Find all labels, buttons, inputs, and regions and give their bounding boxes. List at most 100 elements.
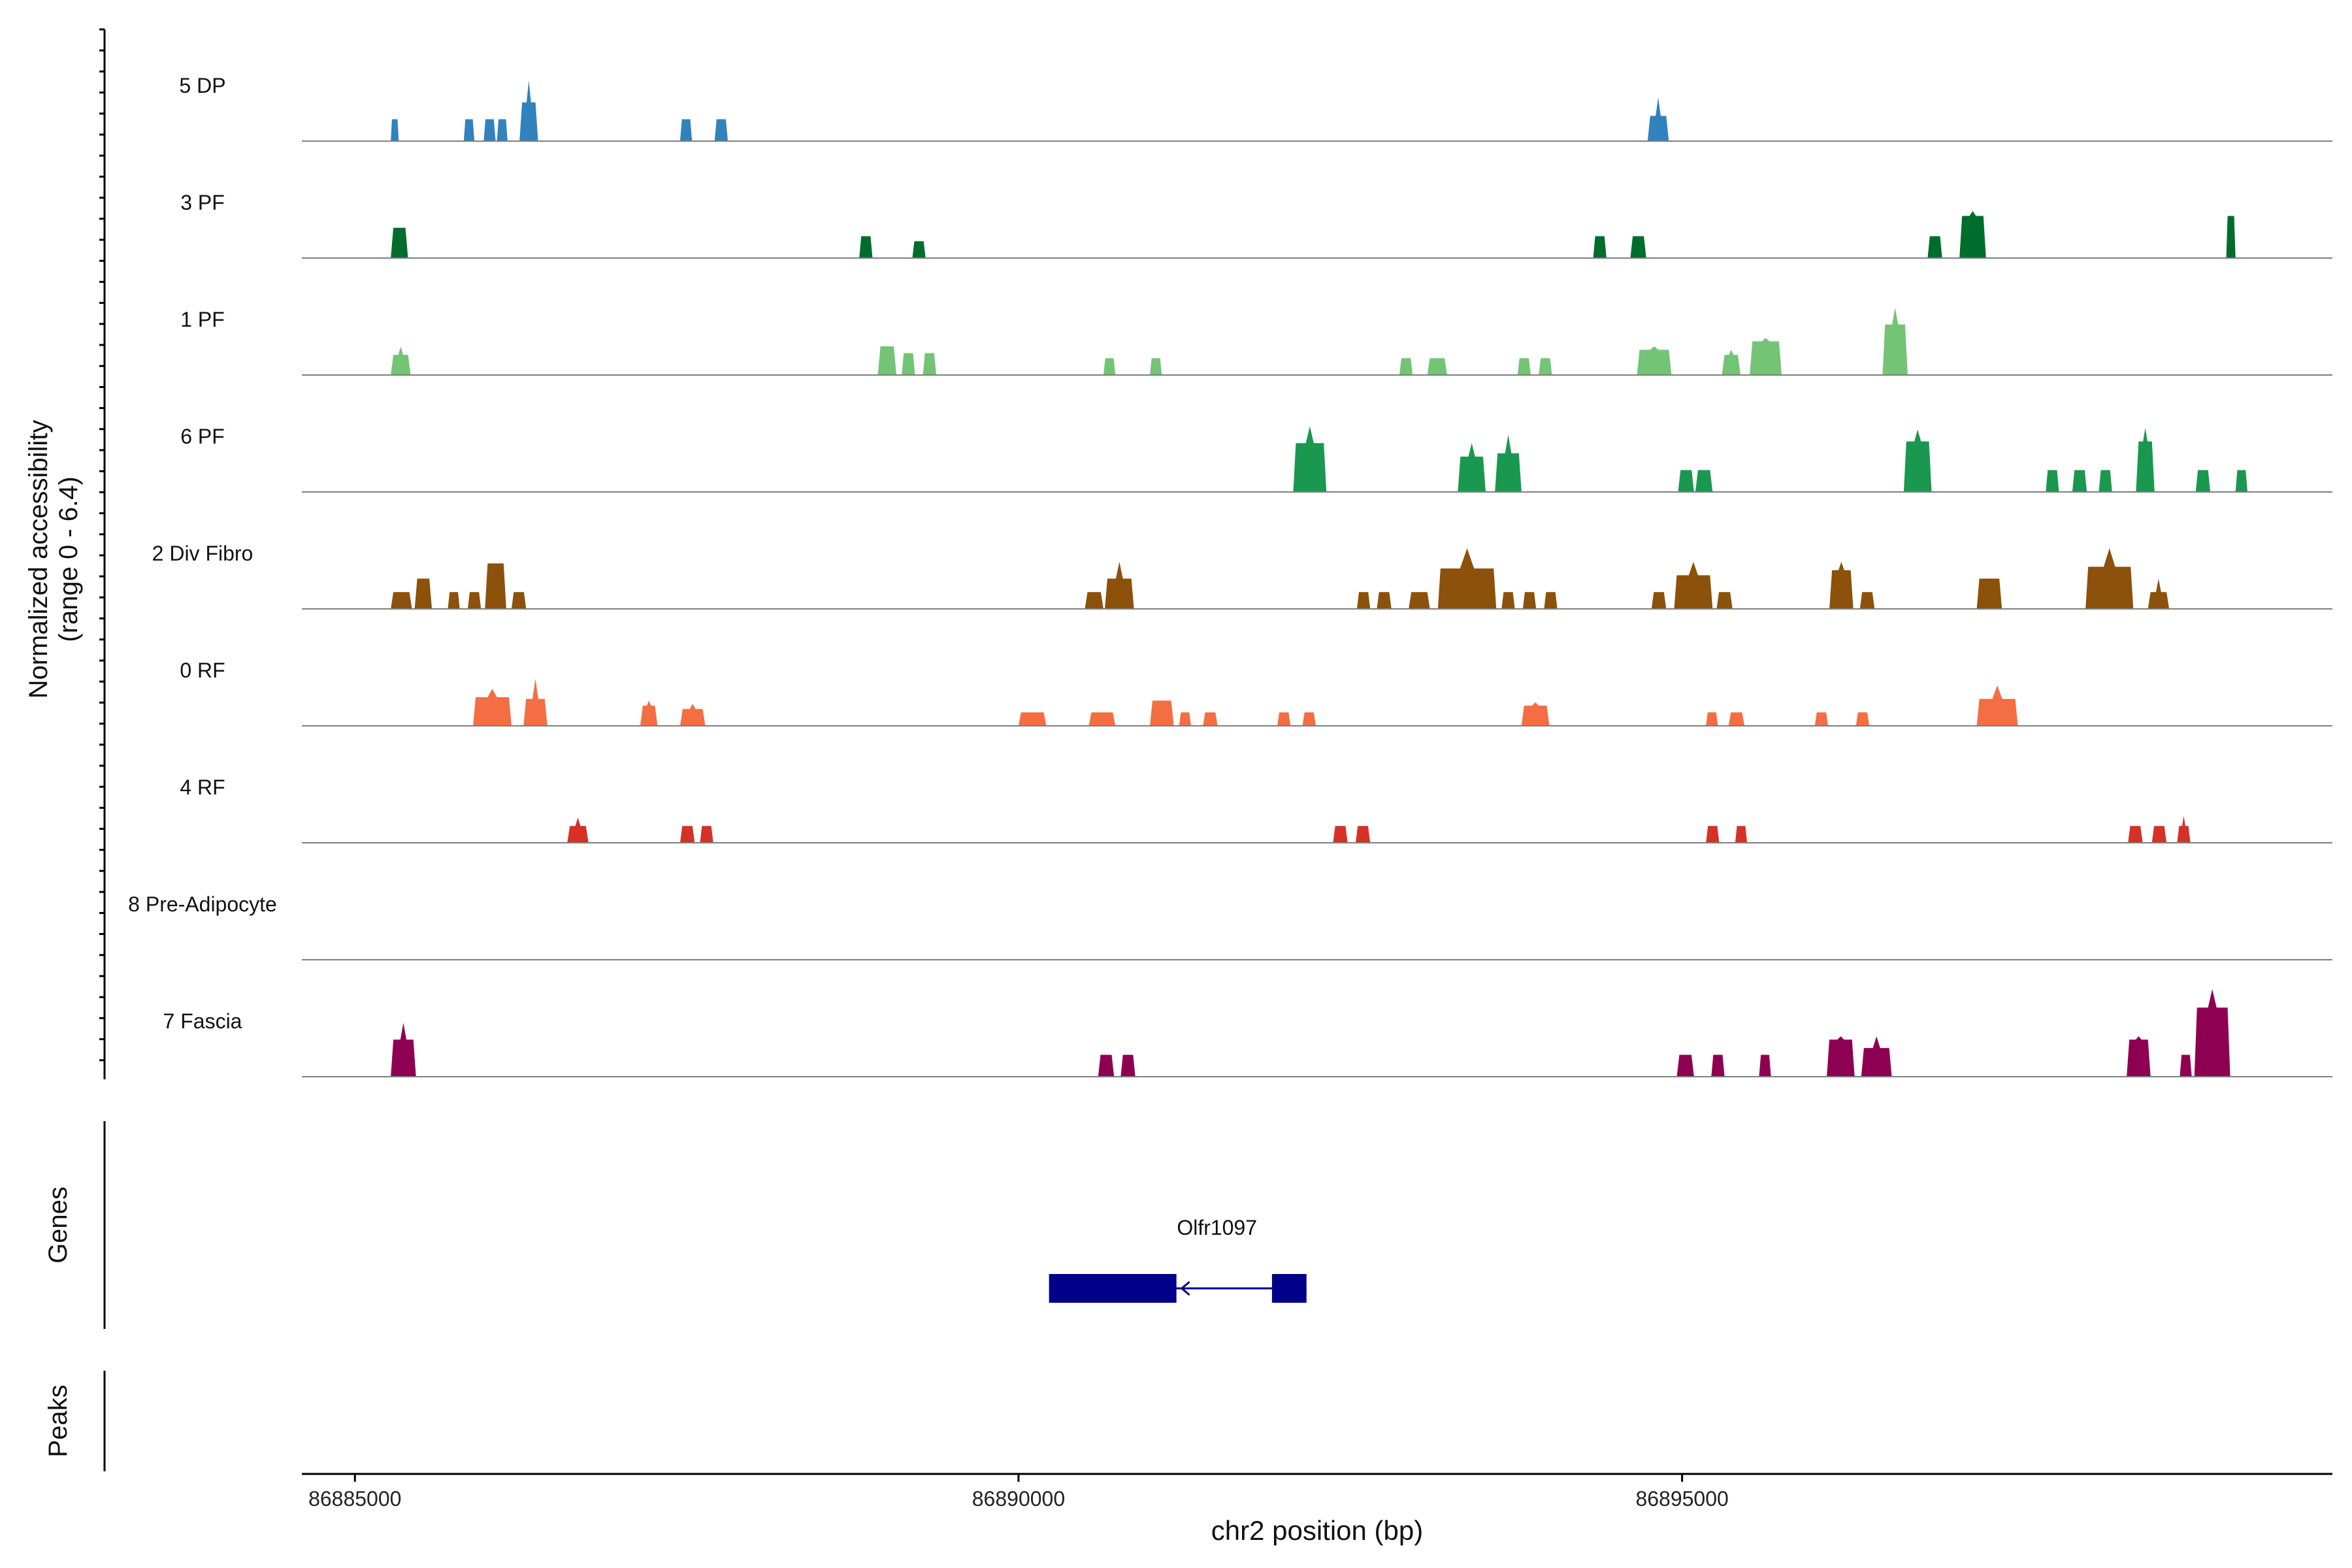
peak	[1277, 712, 1291, 726]
peak	[391, 1022, 416, 1077]
peak	[1859, 592, 1875, 609]
peak	[1882, 307, 1908, 375]
track-7-fascia: 7 Fascia	[163, 988, 2332, 1077]
peak	[1333, 826, 1348, 843]
peak	[519, 80, 538, 141]
gene-strand-arrow	[1180, 1281, 1190, 1296]
peak	[1706, 712, 1718, 726]
peak	[1706, 826, 1720, 843]
peak	[2072, 470, 2087, 492]
peak	[2195, 470, 2211, 492]
x-axis-tick-label: 86885000	[308, 1487, 401, 1511]
peak	[485, 563, 506, 609]
peak	[1750, 338, 1782, 375]
peak	[1593, 236, 1607, 258]
x-axis-tick-label: 86895000	[1635, 1487, 1728, 1511]
peak	[1735, 826, 1748, 843]
peak	[1716, 592, 1733, 609]
peak	[391, 592, 412, 609]
gene-exon	[1271, 1274, 1307, 1303]
gene-exon	[1049, 1274, 1177, 1303]
peak	[1150, 358, 1162, 375]
peak	[1522, 592, 1537, 609]
y-axis-label-line2: (range 0 - 6.4)	[54, 476, 83, 642]
peak	[473, 689, 512, 726]
tracks-layer: 5 DP 3 PF 1 PF 6 PF 2 Div Fibro 0 RF 4 RF 8 Pre…	[128, 74, 2332, 1077]
peak	[391, 227, 408, 258]
peak	[1521, 702, 1550, 726]
peak	[1959, 210, 1986, 258]
peak	[1647, 97, 1669, 141]
track-label: 8 Pre-Adipocyte	[128, 892, 277, 916]
peak	[700, 826, 713, 843]
peak	[877, 346, 897, 375]
peak	[1399, 358, 1413, 375]
peak	[2127, 1036, 2151, 1077]
peak	[1293, 426, 1327, 492]
peak	[2046, 470, 2059, 492]
peak	[1104, 561, 1134, 609]
peak	[2085, 548, 2134, 609]
peak	[912, 241, 926, 258]
peak	[640, 700, 658, 726]
peak	[1976, 578, 2002, 609]
peak	[1759, 1054, 1771, 1077]
track-4-rf: 4 RF	[180, 776, 2332, 843]
peak	[923, 353, 936, 375]
peak	[2194, 988, 2230, 1077]
track-label: 0 RF	[180, 659, 225, 682]
peak	[1427, 358, 1448, 375]
peaks-panel-label: Peaks	[44, 1384, 73, 1457]
peak	[1855, 712, 1870, 726]
peak	[1728, 712, 1745, 726]
track-6-pf: 6 PF	[180, 425, 2332, 493]
track-label: 1 PF	[180, 308, 225, 331]
peak	[1501, 592, 1515, 609]
peak	[1630, 236, 1646, 258]
peak	[2099, 470, 2112, 492]
peak	[2148, 578, 2170, 609]
peak	[1088, 712, 1116, 726]
y-axis-label-line1: Normalized accessibility	[24, 420, 53, 699]
track-0-rf: 0 RF	[180, 659, 2332, 727]
peak	[414, 578, 433, 609]
peak	[1927, 236, 1942, 258]
peak	[467, 592, 482, 609]
track-2-div-fibro: 2 Div Fibro	[152, 542, 2332, 610]
peak	[1827, 1036, 1855, 1077]
peak	[1203, 712, 1218, 726]
peak	[1409, 592, 1430, 609]
x-axis-ticks: 86885000 86890000 86895000	[308, 1474, 1729, 1511]
peak	[1722, 350, 1741, 375]
peak	[1302, 712, 1316, 726]
peak	[1356, 592, 1371, 609]
peak	[1711, 1054, 1725, 1077]
peak	[1637, 346, 1672, 375]
peak	[1098, 1054, 1115, 1077]
peak	[1814, 712, 1829, 726]
peak	[1829, 561, 1854, 609]
peak	[1458, 443, 1486, 492]
genes-layer: Olfr1097	[1049, 1216, 1307, 1303]
coverage-y-axis-ticks	[99, 28, 105, 1062]
peak	[2226, 216, 2236, 258]
peak	[1861, 1036, 1892, 1077]
peak	[463, 119, 475, 141]
peak	[511, 592, 527, 609]
peak	[679, 826, 695, 843]
track-label: 3 PF	[180, 191, 225, 214]
peak	[1150, 700, 1174, 726]
peak	[1018, 712, 1047, 726]
peak	[2235, 470, 2247, 492]
peak	[859, 236, 873, 258]
peak	[391, 119, 399, 141]
peak	[1674, 561, 1713, 609]
track-label: 7 Fascia	[163, 1009, 242, 1033]
peak	[1539, 358, 1552, 375]
peak	[1179, 712, 1192, 726]
x-axis-tick-label: 86890000	[972, 1487, 1065, 1511]
peak	[1976, 685, 2018, 726]
track-label: 5 DP	[179, 74, 225, 97]
peak	[1120, 1054, 1135, 1077]
